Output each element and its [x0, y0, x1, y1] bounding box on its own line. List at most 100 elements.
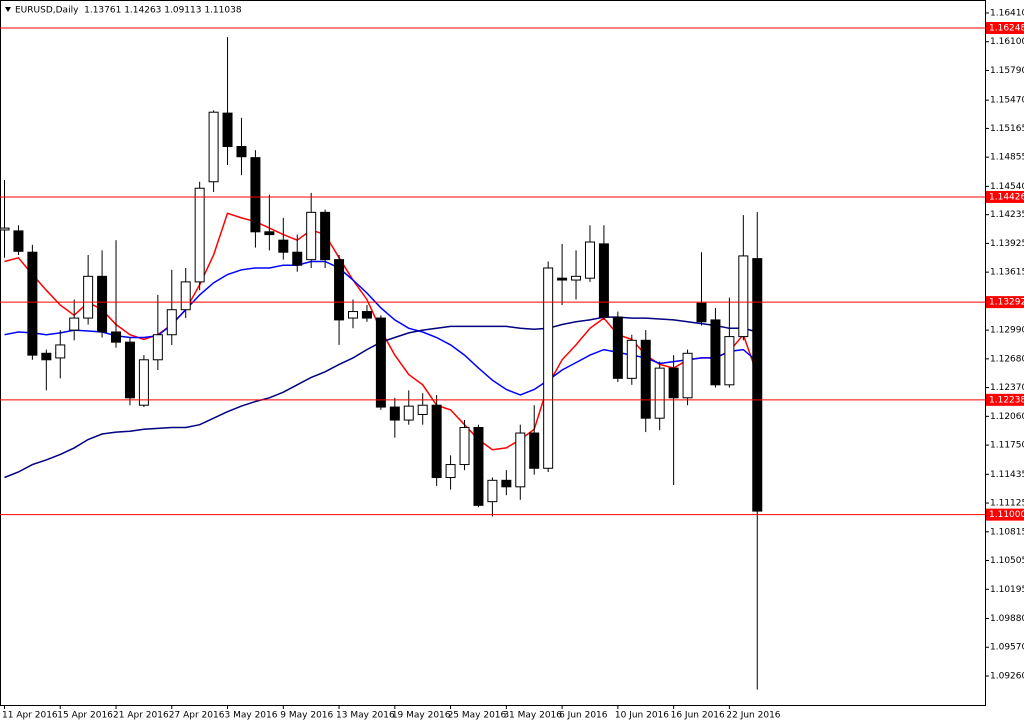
candle-body — [529, 432, 540, 469]
y-tick-label: 1.11125 — [990, 499, 1024, 509]
candle-body — [375, 317, 386, 408]
candle-body — [41, 352, 52, 361]
candle-body — [264, 231, 275, 236]
x-tick-label: 16 Jun 2016 — [671, 711, 725, 721]
x-tick-label: 21 Apr 2016 — [113, 711, 169, 721]
candle-body — [473, 426, 484, 506]
y-tick-label: 1.11435 — [990, 470, 1024, 480]
candle-body — [640, 339, 651, 419]
y-tick-label: 1.12060 — [990, 412, 1024, 422]
candle-body — [487, 479, 498, 503]
y-tick-label: 1.15790 — [990, 66, 1024, 76]
x-tick-label: 10 Jun 2016 — [615, 711, 669, 721]
x-tick-label: 11 Apr 2016 — [2, 711, 58, 721]
y-tick-label: 1.15470 — [990, 96, 1024, 106]
candle-body — [152, 334, 163, 361]
y-tick-label: 1.09880 — [990, 614, 1024, 624]
candle-body — [571, 275, 582, 281]
candle-body — [250, 157, 261, 233]
candle-body — [208, 111, 219, 183]
candle-body — [97, 275, 108, 333]
candle-body — [403, 405, 414, 421]
candle-body — [278, 239, 289, 253]
y-tick-label: 1.14855 — [990, 153, 1024, 163]
x-tick-label: 27 Apr 2016 — [169, 711, 225, 721]
y-tick-label: 1.12370 — [990, 383, 1024, 393]
y-tick-label: 1.11750 — [990, 441, 1024, 451]
x-tick-label: 3 May 2016 — [225, 711, 278, 721]
candle-body — [417, 404, 428, 415]
candle-body — [501, 479, 512, 488]
candle-body — [654, 367, 665, 419]
candle-body — [194, 187, 205, 283]
x-tick-label: 22 Jun 2016 — [726, 711, 780, 721]
candle-body — [626, 339, 637, 379]
candle-body — [111, 331, 122, 343]
level-label: 1.12238 — [989, 395, 1024, 405]
level-label: 1.16248 — [989, 24, 1024, 34]
y-tick-label: 1.16100 — [990, 37, 1024, 47]
level-label-box — [986, 190, 1024, 203]
candle-body — [83, 275, 94, 319]
candle-body — [724, 336, 735, 386]
candle-body — [710, 319, 721, 386]
candle-body — [431, 404, 442, 479]
y-tick-label: 1.14235 — [990, 210, 1024, 220]
candle-body — [69, 317, 80, 331]
candle-body — [166, 309, 177, 336]
x-tick-label: 6 Jun 2016 — [559, 711, 608, 721]
chart-title: EURUSD,Daily 1.13761 1.14263 1.09113 1.1… — [15, 6, 242, 16]
y-tick-label: 1.10195 — [990, 585, 1024, 595]
candle-body — [752, 258, 763, 512]
candle-body — [292, 251, 303, 266]
x-tick-label: 31 May 2016 — [503, 711, 562, 721]
y-tick-label: 1.14540 — [990, 182, 1024, 192]
candle-body — [543, 267, 554, 469]
level-label: 1.11000 — [989, 510, 1024, 520]
x-tick-label: 13 May 2016 — [336, 711, 395, 721]
y-tick-label: 1.13615 — [990, 268, 1024, 278]
x-tick-label: 9 May 2016 — [280, 711, 333, 721]
candle-body — [13, 230, 24, 252]
candle-body — [55, 344, 66, 359]
level-label-box — [986, 393, 1024, 406]
level-label-box — [986, 22, 1024, 35]
candle-body — [445, 464, 456, 479]
level-label-box — [986, 508, 1024, 521]
x-tick-label: 25 May 2016 — [448, 711, 507, 721]
candle-body — [696, 302, 707, 323]
candle-body — [612, 316, 623, 379]
candle-body — [584, 241, 595, 279]
candle-body — [389, 406, 400, 421]
y-tick-label: 1.09260 — [990, 671, 1024, 681]
candle-body — [361, 311, 372, 319]
candle-body — [459, 426, 470, 466]
candle-body — [27, 251, 38, 356]
plot-frame — [0, 0, 986, 706]
candle-body — [320, 211, 331, 261]
candle-body — [138, 359, 149, 406]
y-tick-label: 1.10815 — [990, 527, 1024, 537]
level-label: 1.14426 — [989, 192, 1024, 202]
level-label: 1.13292 — [989, 298, 1024, 308]
y-tick-label: 1.09570 — [990, 643, 1024, 653]
candle-body — [306, 211, 317, 261]
y-tick-label: 1.12990 — [990, 326, 1024, 336]
y-tick-label: 1.10505 — [990, 556, 1024, 566]
candle-body — [557, 277, 568, 281]
candle-body — [222, 112, 233, 148]
menu-triangle — [5, 7, 11, 12]
candle-body — [682, 352, 693, 399]
candle-body — [236, 146, 247, 158]
x-tick-label: 15 Apr 2016 — [57, 711, 113, 721]
level-label-box — [986, 296, 1024, 309]
candle-body — [124, 341, 135, 399]
candle-body — [0, 227, 10, 231]
candle-body — [180, 281, 191, 311]
candle-body — [515, 432, 526, 488]
x-tick-label: 19 May 2016 — [392, 711, 451, 721]
candle-body — [668, 367, 679, 399]
candle-body — [738, 255, 749, 338]
y-tick-label: 1.16410 — [990, 8, 1024, 18]
